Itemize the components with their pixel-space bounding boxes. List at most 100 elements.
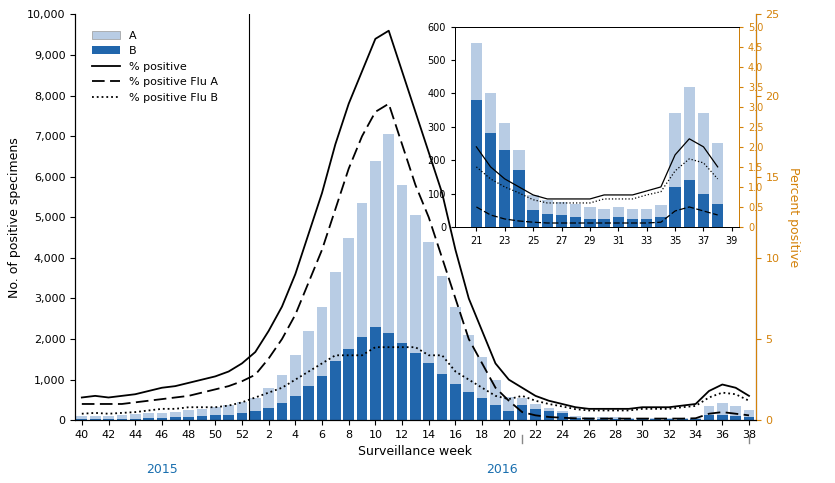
Bar (670, 114, 681, 187)
Bar (717, 414, 727, 420)
Bar (530, 404, 541, 409)
Bar (437, 276, 448, 373)
Bar (664, 419, 675, 420)
Bar (276, 375, 287, 403)
Bar (170, 417, 180, 420)
Bar (691, 419, 701, 420)
Bar (517, 405, 528, 420)
Bar (599, 209, 610, 219)
Bar (655, 217, 666, 227)
Bar (196, 409, 207, 416)
Bar (627, 209, 638, 219)
Bar (670, 187, 681, 227)
Bar (544, 408, 554, 411)
Bar (316, 376, 327, 420)
Bar (330, 361, 341, 420)
Bar (641, 209, 652, 219)
Bar (170, 412, 180, 417)
Bar (477, 398, 488, 420)
Bar (712, 204, 723, 227)
Bar (650, 418, 661, 419)
Bar (530, 409, 541, 420)
Bar (655, 205, 666, 217)
Bar (117, 419, 127, 420)
Bar (463, 335, 474, 392)
Bar (677, 418, 687, 419)
Bar (276, 403, 287, 420)
Bar (684, 180, 695, 227)
Bar (744, 410, 754, 417)
Bar (290, 355, 301, 396)
Bar (410, 353, 421, 420)
Bar (514, 150, 524, 170)
Bar (731, 406, 741, 416)
Bar (156, 412, 167, 418)
Bar (637, 418, 648, 419)
Bar (485, 133, 496, 227)
Bar (584, 419, 595, 420)
Bar (691, 418, 701, 419)
Bar (183, 417, 194, 420)
Bar (383, 134, 394, 333)
Bar (423, 242, 434, 363)
Bar (77, 416, 87, 419)
Bar (210, 415, 220, 420)
Bar (698, 114, 709, 194)
Bar (650, 419, 661, 420)
Bar (357, 337, 367, 420)
Bar (637, 419, 648, 420)
Bar (597, 417, 608, 419)
Bar (584, 219, 595, 227)
Bar (370, 327, 381, 420)
Bar (517, 398, 528, 405)
Bar (450, 307, 461, 384)
Bar (557, 413, 568, 420)
Bar (712, 143, 723, 204)
Bar (330, 272, 341, 361)
Bar (610, 417, 621, 419)
Bar (570, 217, 581, 227)
Text: 2015: 2015 (146, 463, 178, 476)
Bar (223, 414, 234, 420)
Bar (250, 398, 261, 412)
Bar (544, 411, 554, 420)
Bar (104, 419, 114, 420)
Bar (423, 363, 434, 420)
Bar (343, 238, 354, 349)
Y-axis label: Percent positive: Percent positive (787, 167, 801, 268)
Bar (77, 419, 87, 420)
Bar (144, 413, 154, 418)
Bar (499, 150, 510, 227)
Bar (263, 388, 274, 408)
Bar (584, 207, 595, 219)
Y-axis label: No. of positive specimens: No. of positive specimens (8, 137, 22, 298)
Bar (744, 417, 754, 420)
Bar (471, 100, 482, 227)
Bar (641, 219, 652, 227)
Bar (130, 419, 140, 420)
Bar (90, 419, 100, 420)
Bar (236, 402, 247, 413)
Bar (528, 195, 539, 210)
Bar (542, 200, 553, 213)
Bar (504, 411, 514, 420)
Bar (90, 415, 100, 419)
Bar (104, 415, 114, 419)
Bar (223, 405, 234, 414)
Bar (357, 203, 367, 337)
Bar (717, 403, 727, 414)
Bar (528, 210, 539, 227)
Bar (624, 418, 635, 419)
Bar (290, 396, 301, 420)
Bar (610, 419, 621, 420)
Bar (144, 418, 154, 420)
Bar (514, 170, 524, 227)
Bar (504, 397, 514, 411)
Bar (450, 384, 461, 420)
Bar (570, 416, 581, 418)
Text: 2016: 2016 (486, 463, 518, 476)
Legend: A, B, % positive, % positive Flu A, % positive Flu B: A, B, % positive, % positive Flu A, % po… (88, 26, 222, 107)
Bar (471, 43, 482, 100)
Bar (316, 307, 327, 376)
Bar (490, 381, 501, 405)
